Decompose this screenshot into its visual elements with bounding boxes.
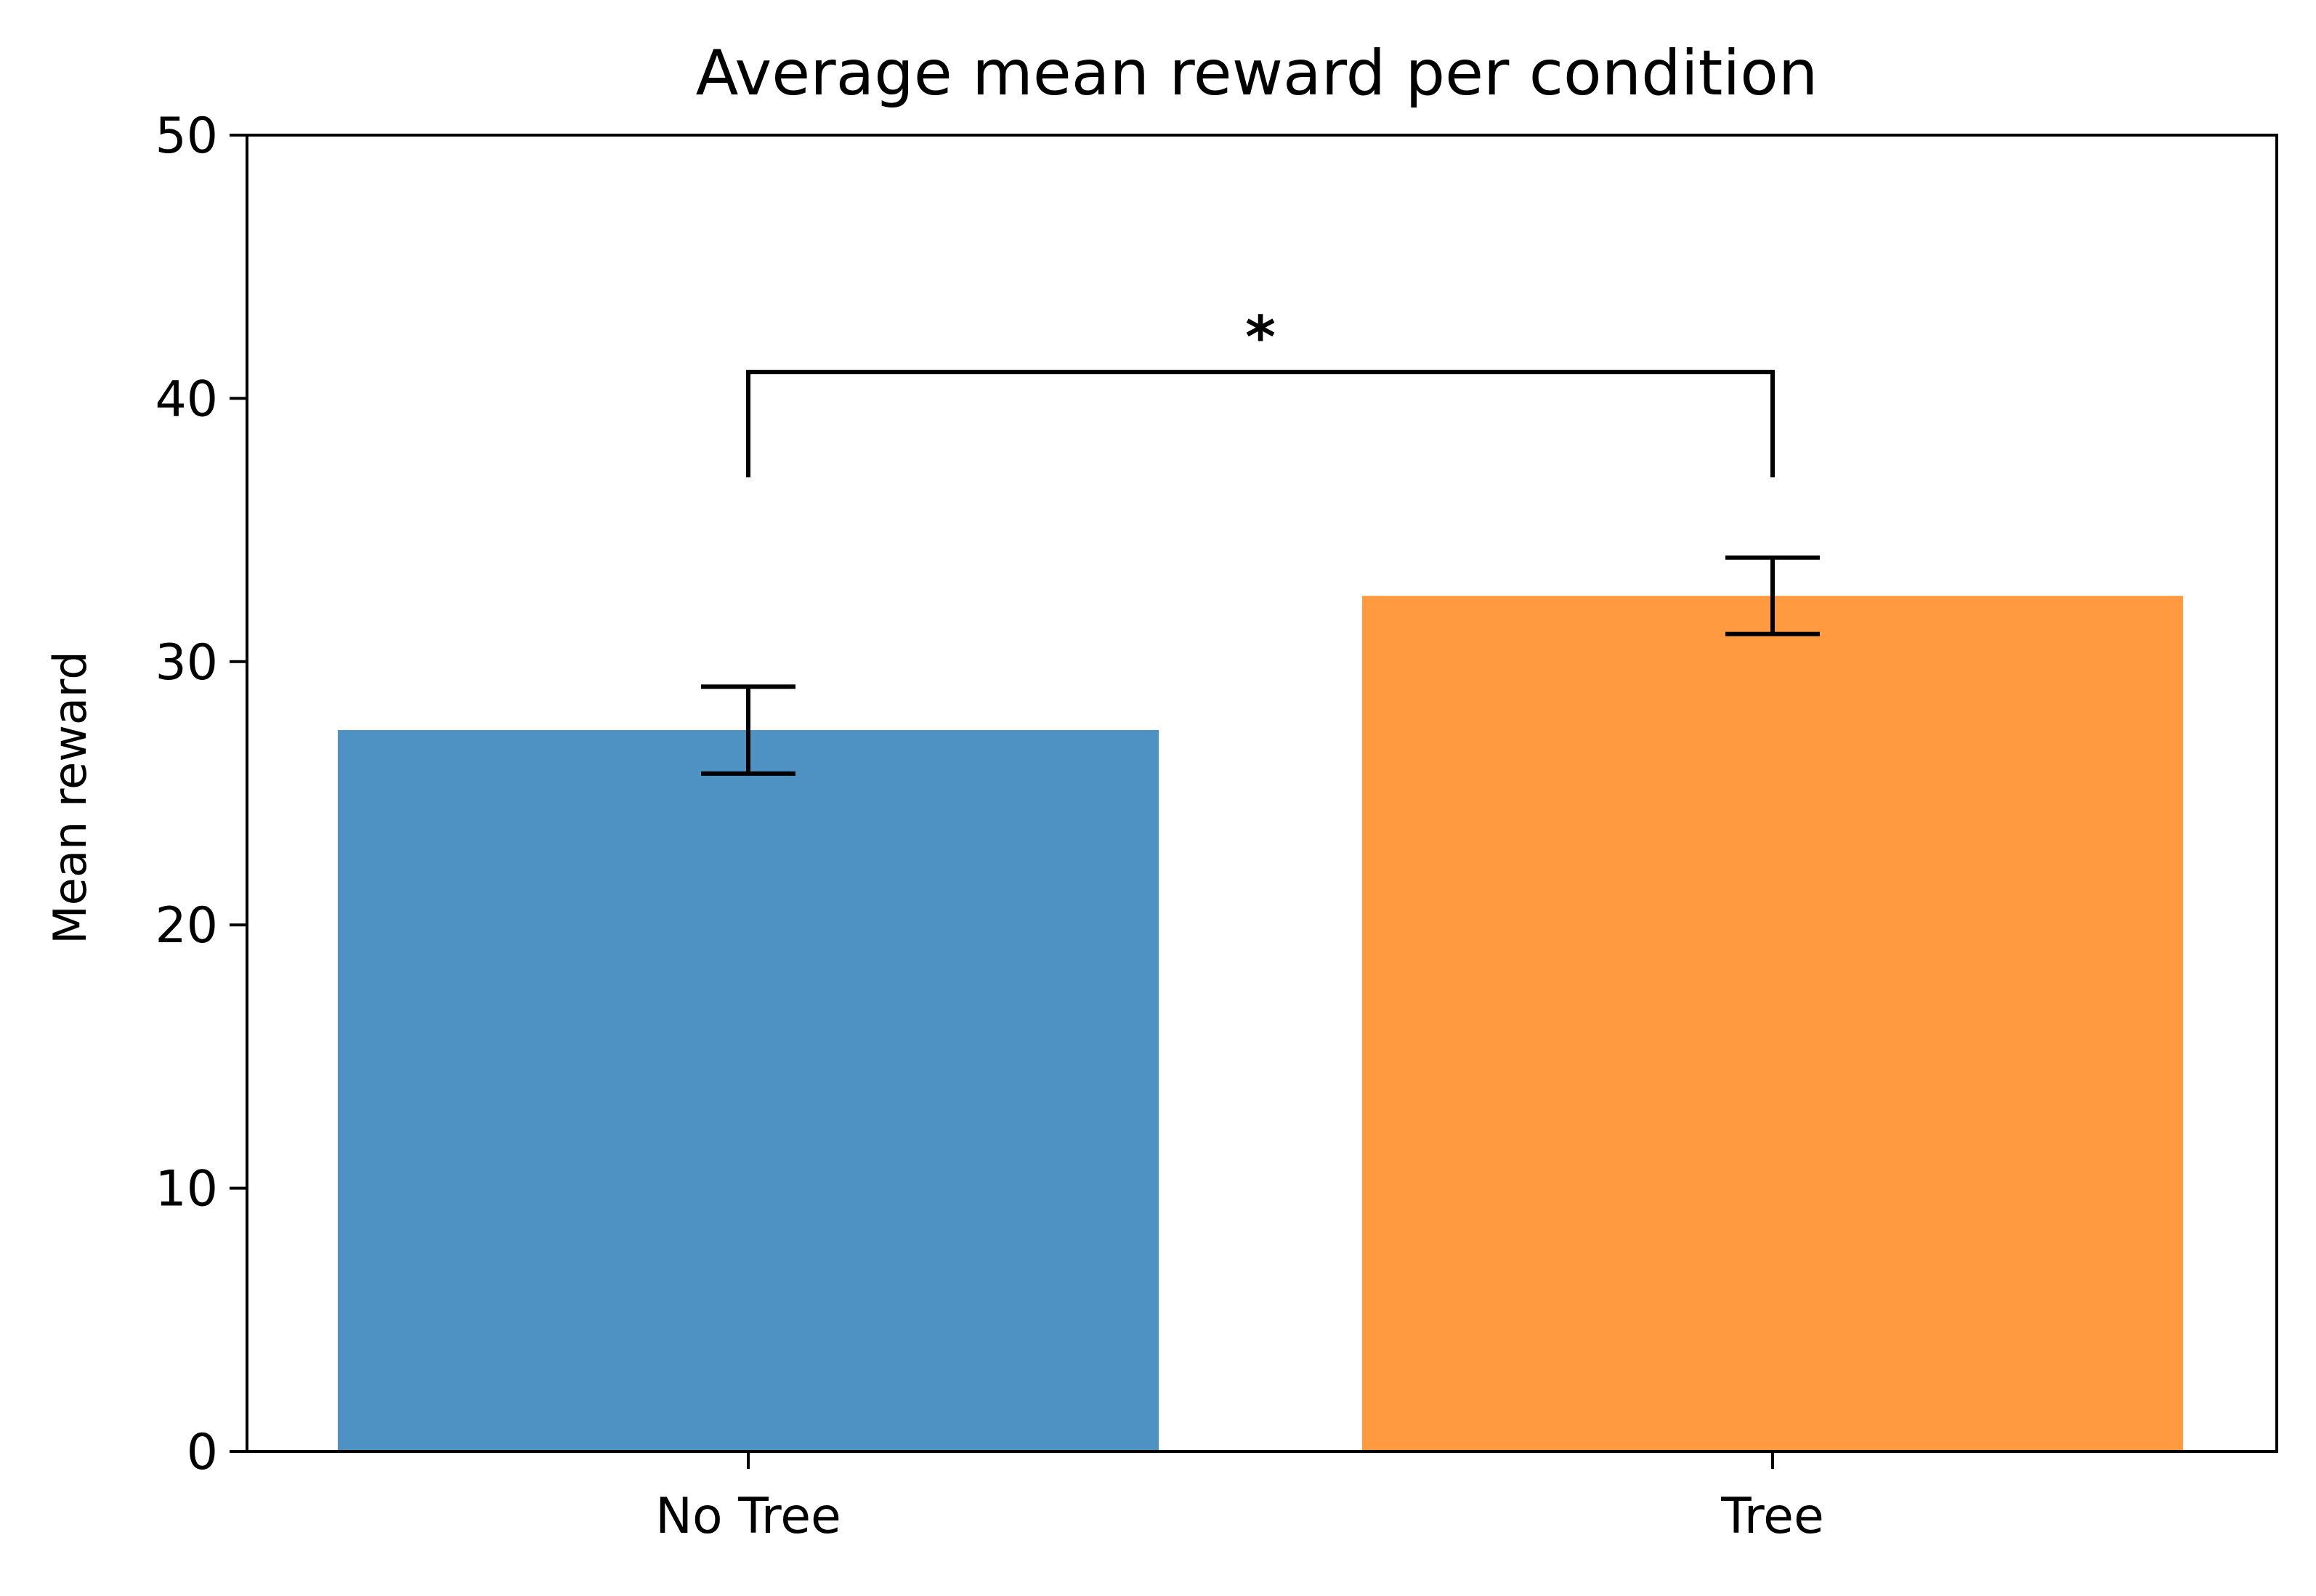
x-tick-label: Tree [1720, 1488, 1824, 1545]
plot-frame [246, 134, 2278, 1453]
error-bar [1725, 555, 1820, 636]
error-bar [701, 684, 795, 776]
bar-no-tree [338, 730, 1159, 1451]
significance-annotation: * [746, 304, 1775, 478]
y-tick-label: 40 [155, 370, 218, 428]
y-axis-label: Mean reward [44, 651, 97, 944]
y-tick-label: 0 [187, 1424, 218, 1481]
y-axis-ticks: 0 10 20 30 40 50 [155, 108, 247, 1481]
bars-group [338, 596, 2183, 1452]
x-axis-ticks: No Tree Tree [655, 1451, 1824, 1545]
error-bars-group [701, 555, 1820, 776]
y-tick-label: 50 [155, 108, 218, 165]
y-tick-label: 20 [155, 897, 218, 955]
bar-tree [1362, 596, 2183, 1452]
significance-marker: * [1245, 304, 1276, 371]
chart-title: Average mean reward per condition [696, 37, 1818, 110]
y-tick-label: 30 [155, 634, 218, 692]
x-tick-label: No Tree [655, 1488, 841, 1545]
y-tick-label: 10 [155, 1161, 218, 1218]
significance-bracket [746, 370, 1775, 478]
